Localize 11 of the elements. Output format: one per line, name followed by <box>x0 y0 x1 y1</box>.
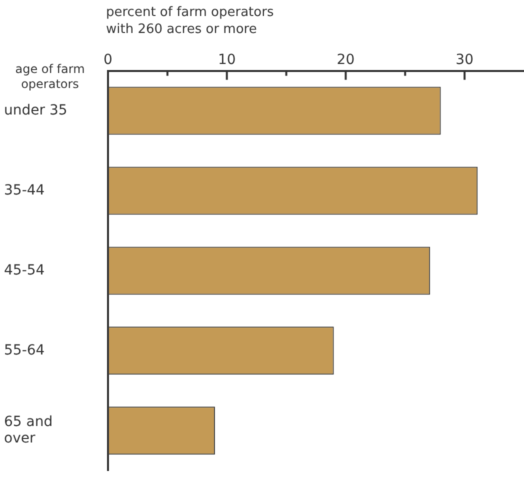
y-tick-label: 55-64 <box>4 342 45 358</box>
y-axis-title: age of farm operators <box>14 62 86 92</box>
x-tick-label: 10 <box>218 52 236 68</box>
y-tick-label: 45-54 <box>4 262 45 278</box>
x-axis-title: percent of farm operators with 260 acres or more <box>106 4 275 38</box>
x-tick-label: 0 <box>104 52 112 68</box>
y-tick-label: 35-44 <box>4 182 45 198</box>
x-tick-label: 20 <box>336 52 355 68</box>
y-tick-label: 65 and over <box>4 414 53 447</box>
x-tick-label: 30 <box>456 52 474 68</box>
y-tick-label: under 35 <box>4 102 68 118</box>
